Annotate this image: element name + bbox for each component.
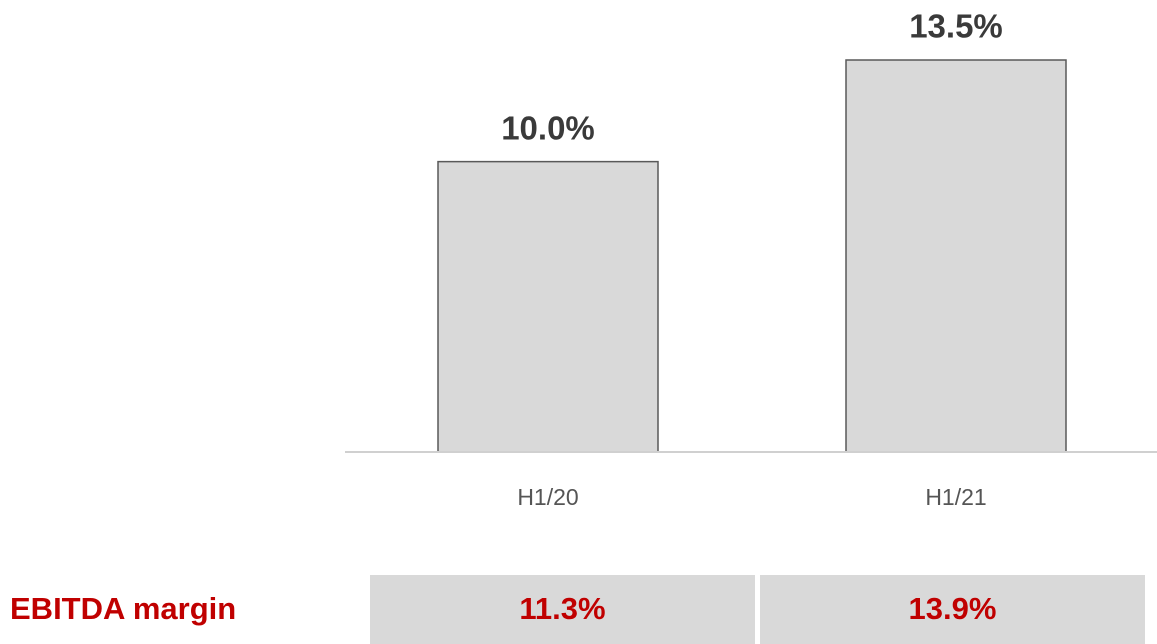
table-cell: [370, 575, 755, 644]
bar: [845, 59, 1067, 453]
table-label: EBITDA margin: [10, 591, 236, 626]
bar: [437, 160, 659, 453]
table-value: 13.9%: [909, 591, 997, 626]
value-label: 10.0%: [501, 109, 595, 146]
table-value: 11.3%: [519, 591, 605, 626]
table-cell: [760, 575, 1145, 644]
x-tick-label: H1/20: [517, 484, 578, 510]
x-tick-label: H1/21: [925, 484, 986, 510]
value-label: 13.5%: [909, 8, 1003, 45]
